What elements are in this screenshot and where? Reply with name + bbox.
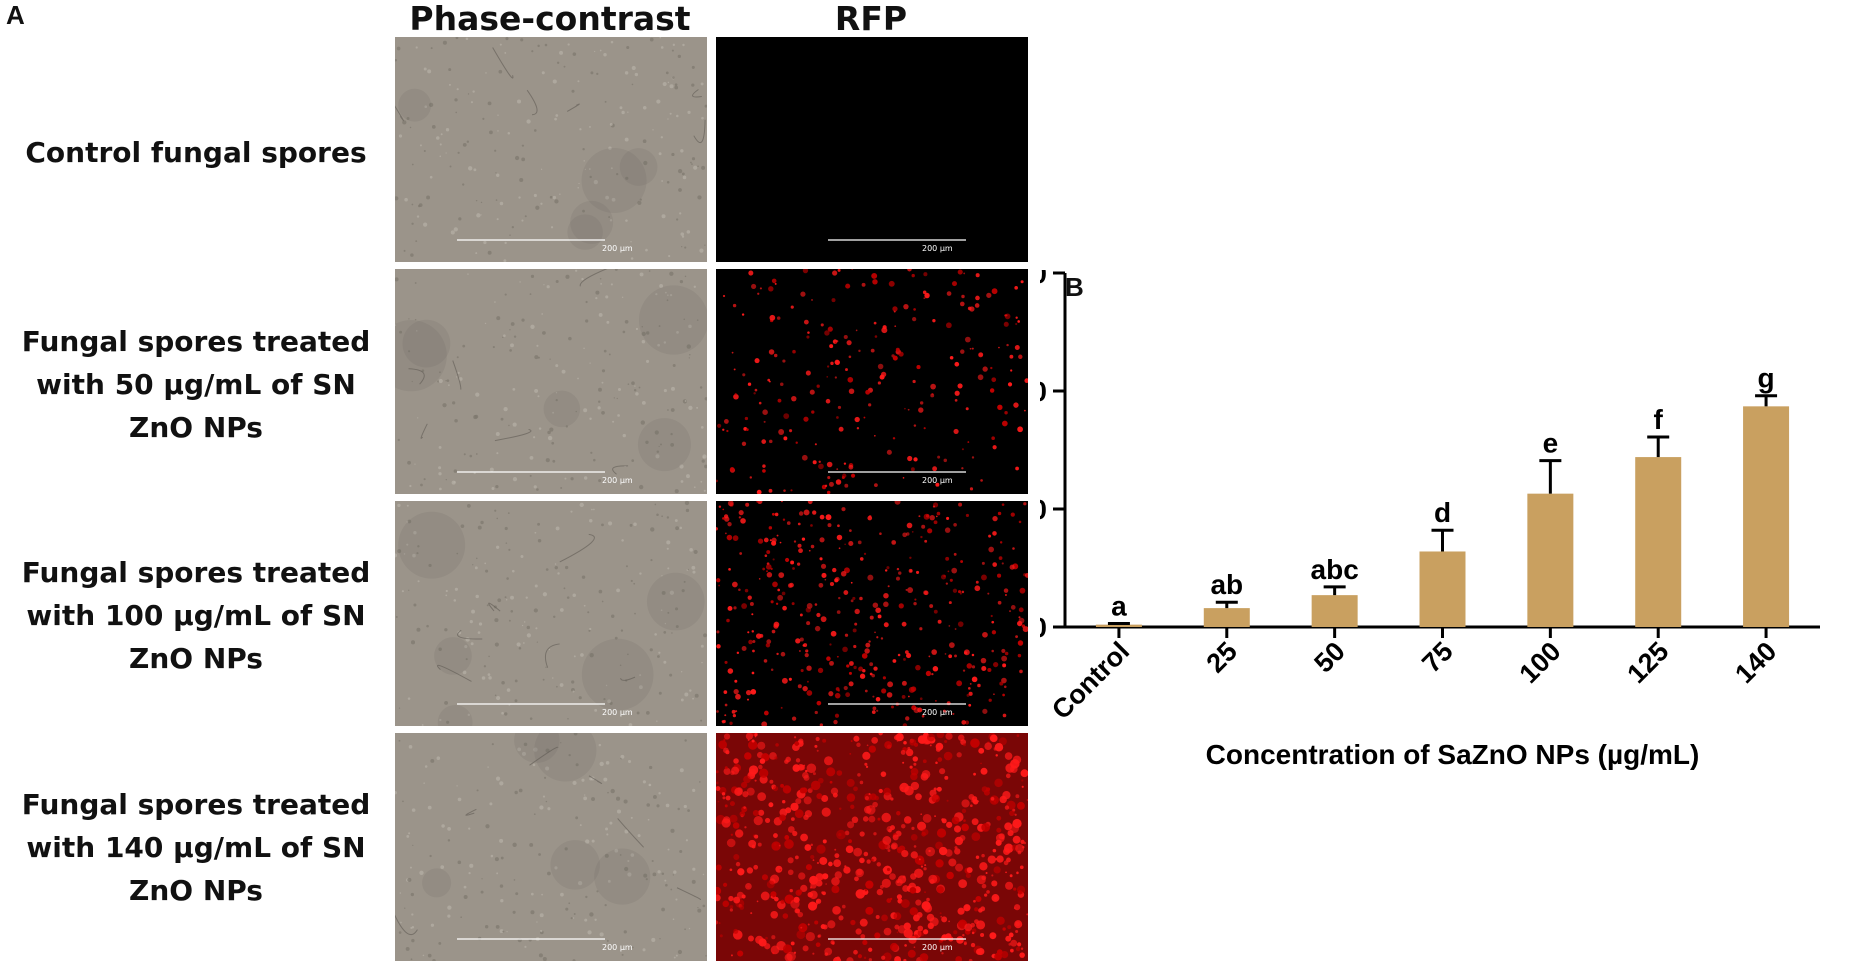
y-tick-label: 100 [1040, 376, 1047, 407]
significance-letter: g [1758, 363, 1775, 394]
significance-letter: a [1111, 590, 1127, 621]
x-axis-label: Concentration of SaZnO NPs (µg/mL) [1206, 739, 1700, 770]
scale-bar-label: 200 µm [922, 943, 953, 952]
significance-letter: e [1543, 428, 1559, 459]
bar [1311, 595, 1358, 627]
x-tick-label: 100 [1514, 636, 1567, 689]
column-header-rfp: RFP [834, 0, 908, 38]
rfp-image-100 [716, 501, 1028, 726]
scale-bar-label: 200 µm [602, 943, 633, 952]
bar-chart: 050100150PI stained spores (%)aControlab… [957, 258, 1850, 965]
phase-contrast-image-140 [395, 733, 707, 961]
significance-letter: d [1434, 497, 1451, 528]
x-tick-label: 25 [1201, 636, 1243, 678]
bar [1635, 457, 1682, 627]
bar [1095, 624, 1142, 627]
bar [1743, 406, 1790, 627]
phase-contrast-image-100 [395, 501, 707, 726]
y-tick-label: 50 [1040, 494, 1047, 525]
significance-letter: f [1654, 404, 1664, 435]
bar [1419, 551, 1466, 627]
phase-contrast-image-control [395, 37, 707, 262]
phase-contrast-image-50 [395, 269, 707, 494]
y-tick-label: 150 [1040, 270, 1047, 289]
row-label-control: Control fungal spores [25, 136, 367, 169]
panel-a-letter: A [6, 0, 25, 30]
scale-bar-label: 200 µm [602, 244, 633, 253]
x-tick-label: 125 [1621, 636, 1674, 689]
x-tick-label: Control [1046, 636, 1135, 725]
x-tick-label: 140 [1729, 636, 1782, 689]
row-label-100: Fungal spores treated with 100 µg/mL of … [21, 556, 371, 675]
column-header-phase-contrast: Phase-contrast [409, 0, 691, 38]
y-tick-label: 0 [1040, 612, 1047, 643]
scale-bar-label: 200 µm [602, 476, 633, 485]
scale-bar-label: 200 µm [602, 708, 633, 717]
scale-bar-label: 200 µm [922, 244, 953, 253]
bar [1203, 608, 1250, 627]
panel-b-letter: B [1065, 272, 1084, 302]
scale-bar-label: 200 µm [922, 708, 953, 717]
scale-bar-label: 200 µm [922, 476, 953, 485]
x-tick-label: 75 [1416, 636, 1458, 678]
row-label-140: Fungal spores treated with 140 µg/mL of … [21, 788, 371, 907]
x-tick-label: 50 [1308, 636, 1350, 678]
rfp-image-50 [716, 269, 1028, 494]
bar-chart-svg: 050100150PI stained spores (%)aControlab… [957, 258, 1820, 770]
rfp-image-140 [716, 733, 1028, 961]
significance-letter: ab [1210, 569, 1243, 600]
row-label-50: Fungal spores treated with 50 µg/mL of S… [21, 325, 371, 444]
bar [1527, 493, 1574, 627]
significance-letter: abc [1311, 554, 1359, 585]
rfp-image-control [716, 37, 1028, 262]
